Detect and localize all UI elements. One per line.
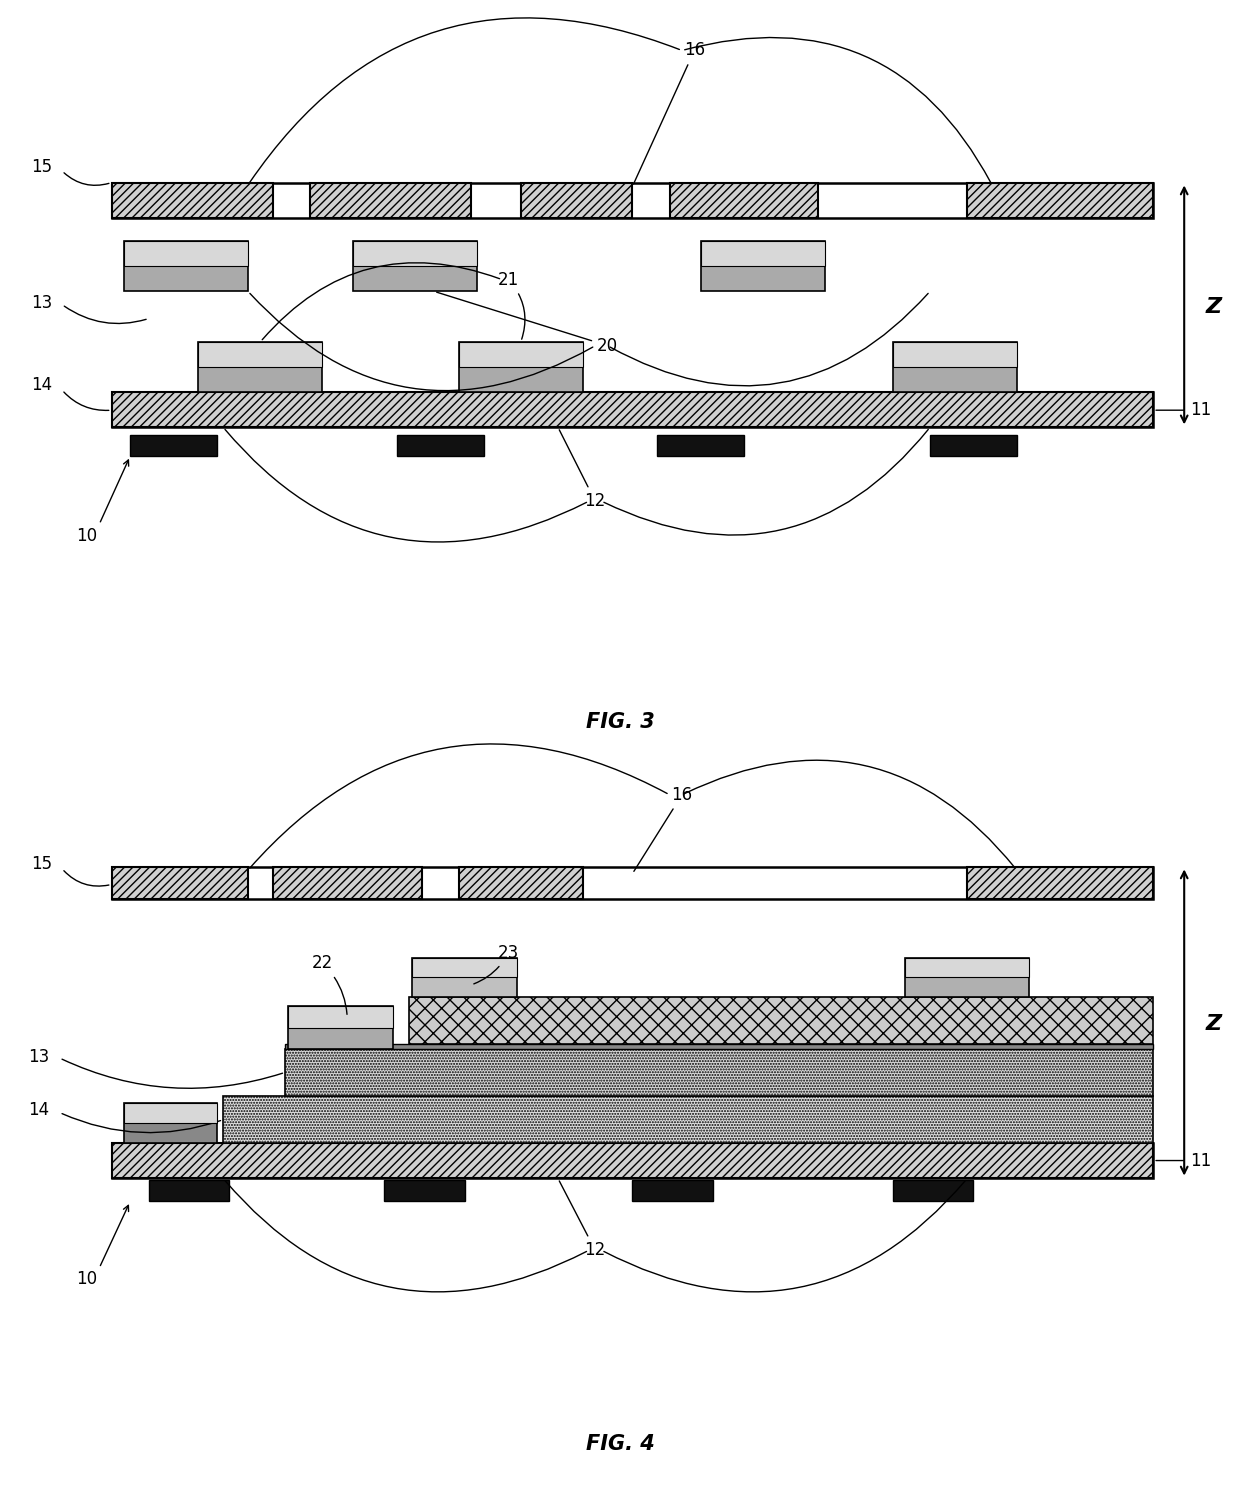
Bar bbox=[893, 342, 1017, 393]
Bar bbox=[124, 241, 248, 266]
Bar bbox=[353, 241, 477, 291]
Bar bbox=[198, 342, 322, 393]
Bar bbox=[112, 393, 1153, 427]
Bar bbox=[412, 958, 517, 977]
Text: 13: 13 bbox=[29, 1047, 50, 1065]
Text: FIG. 4: FIG. 4 bbox=[585, 1434, 655, 1454]
Bar bbox=[521, 182, 632, 218]
Text: 22: 22 bbox=[311, 955, 347, 1014]
Bar bbox=[124, 1103, 217, 1123]
Bar bbox=[288, 1007, 393, 1028]
Bar bbox=[967, 182, 1153, 218]
Bar bbox=[198, 342, 322, 368]
Bar bbox=[285, 1049, 1153, 1097]
Bar bbox=[288, 1007, 393, 1049]
Bar bbox=[459, 342, 583, 393]
Bar bbox=[112, 182, 273, 218]
Text: 23: 23 bbox=[474, 944, 520, 985]
Bar bbox=[930, 435, 1017, 456]
Bar bbox=[905, 958, 1029, 977]
Text: FIG. 3: FIG. 3 bbox=[585, 713, 655, 732]
Text: 14: 14 bbox=[29, 1101, 50, 1119]
Text: Z: Z bbox=[1205, 1014, 1221, 1034]
Bar bbox=[701, 241, 825, 291]
Bar bbox=[124, 1103, 217, 1143]
Bar bbox=[112, 867, 248, 899]
Bar bbox=[223, 1097, 1153, 1143]
Bar bbox=[149, 1180, 229, 1201]
Text: 10: 10 bbox=[76, 1270, 98, 1288]
Bar bbox=[657, 435, 744, 456]
Text: 14: 14 bbox=[31, 375, 52, 393]
Text: 10: 10 bbox=[76, 527, 98, 545]
Bar bbox=[412, 958, 517, 996]
Bar bbox=[893, 342, 1017, 368]
Text: 16: 16 bbox=[634, 42, 706, 184]
Bar bbox=[112, 393, 1153, 427]
Bar bbox=[112, 867, 1153, 899]
Text: 21: 21 bbox=[497, 270, 525, 339]
Text: 11: 11 bbox=[1190, 402, 1211, 420]
Text: 12: 12 bbox=[559, 1180, 606, 1259]
Bar bbox=[130, 435, 217, 456]
Bar bbox=[670, 182, 818, 218]
Bar bbox=[905, 958, 1029, 996]
Bar bbox=[893, 1180, 973, 1201]
Bar bbox=[384, 1180, 465, 1201]
Text: 15: 15 bbox=[31, 856, 52, 874]
Bar bbox=[701, 241, 825, 266]
Text: 11: 11 bbox=[1190, 1152, 1211, 1170]
Bar bbox=[124, 241, 248, 291]
Bar bbox=[285, 1044, 1153, 1049]
Bar bbox=[310, 182, 471, 218]
Bar bbox=[112, 182, 1153, 218]
Bar bbox=[632, 1180, 713, 1201]
Text: 16: 16 bbox=[634, 786, 693, 871]
Bar bbox=[112, 1143, 1153, 1179]
Text: Z: Z bbox=[1205, 297, 1221, 317]
Bar bbox=[273, 867, 422, 899]
Text: 13: 13 bbox=[31, 294, 52, 312]
Bar bbox=[112, 1143, 1153, 1179]
Bar bbox=[459, 342, 583, 368]
Bar bbox=[353, 241, 477, 266]
Bar bbox=[409, 996, 1153, 1044]
Text: 20: 20 bbox=[436, 293, 619, 354]
Bar bbox=[967, 867, 1153, 899]
Text: 15: 15 bbox=[31, 158, 52, 176]
Text: 12: 12 bbox=[559, 430, 606, 509]
Bar bbox=[459, 867, 583, 899]
Bar bbox=[397, 435, 484, 456]
